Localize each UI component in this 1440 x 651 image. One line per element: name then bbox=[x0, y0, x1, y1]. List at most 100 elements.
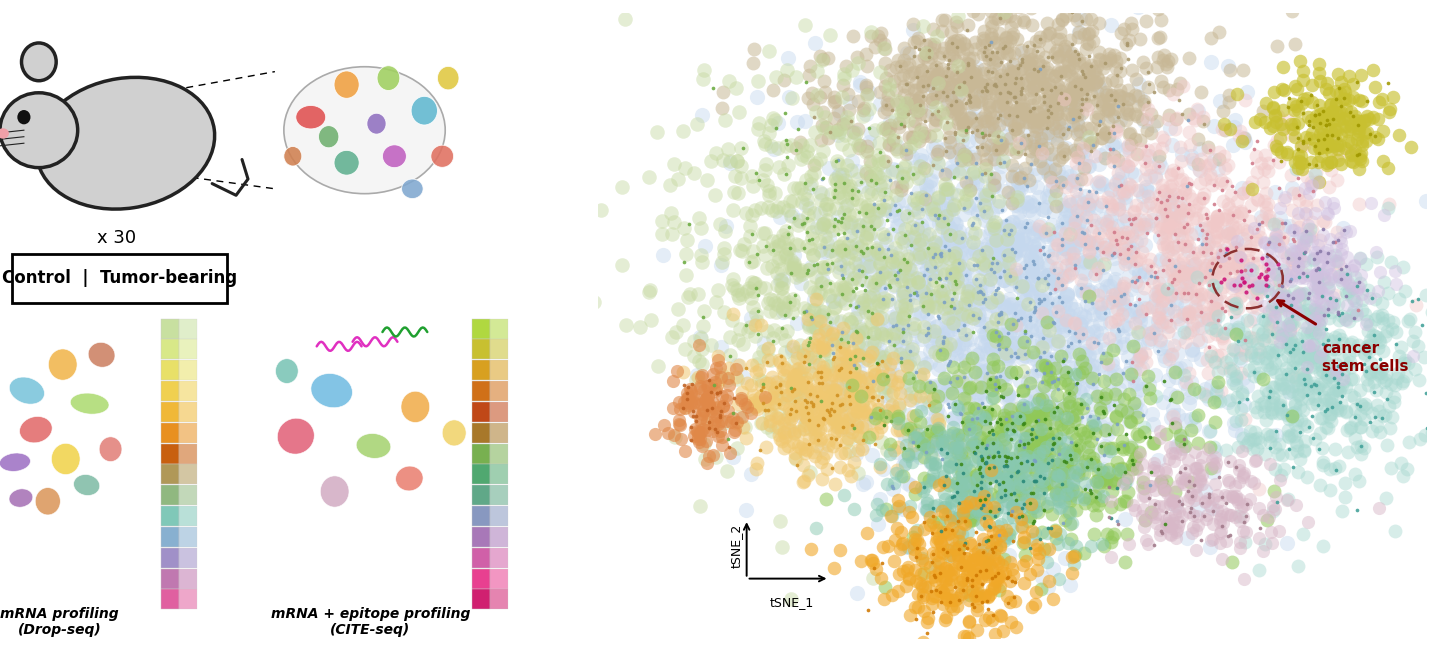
Point bbox=[1020, 288, 1043, 299]
Point bbox=[955, 248, 978, 258]
Point bbox=[1109, 176, 1132, 187]
Point bbox=[1155, 507, 1178, 518]
Point bbox=[860, 410, 883, 421]
Point bbox=[963, 448, 986, 458]
Point bbox=[1005, 422, 1028, 433]
Point bbox=[1269, 368, 1292, 379]
Point bbox=[840, 391, 863, 401]
Point bbox=[1064, 263, 1087, 273]
Point bbox=[884, 468, 907, 478]
Point bbox=[985, 417, 1008, 427]
Point bbox=[1244, 273, 1267, 283]
Ellipse shape bbox=[22, 43, 56, 81]
Point bbox=[806, 413, 829, 424]
Point bbox=[1181, 324, 1204, 334]
Point bbox=[1061, 478, 1084, 488]
Point bbox=[1182, 158, 1205, 168]
Point bbox=[996, 301, 1020, 312]
Point bbox=[901, 98, 924, 109]
Point bbox=[816, 53, 840, 64]
Point bbox=[1096, 104, 1119, 115]
Point bbox=[796, 93, 819, 104]
Point bbox=[948, 41, 971, 51]
Point bbox=[1031, 394, 1054, 404]
Point bbox=[1329, 334, 1352, 344]
Point bbox=[1007, 138, 1030, 148]
Point bbox=[864, 413, 887, 423]
Point bbox=[956, 572, 979, 583]
Point bbox=[1066, 194, 1089, 204]
Point bbox=[1001, 124, 1024, 135]
Point bbox=[1107, 90, 1130, 101]
Point bbox=[952, 77, 975, 87]
Point bbox=[1308, 277, 1331, 287]
Point bbox=[847, 431, 870, 441]
Point bbox=[1045, 354, 1068, 365]
Point bbox=[1061, 428, 1084, 438]
Point bbox=[1092, 179, 1115, 189]
Point bbox=[1218, 530, 1241, 540]
Point bbox=[1187, 323, 1210, 333]
Point bbox=[1175, 475, 1198, 485]
Point bbox=[716, 466, 739, 477]
Point bbox=[1320, 377, 1344, 387]
Point bbox=[1048, 495, 1071, 506]
Point bbox=[1103, 161, 1126, 172]
Point bbox=[979, 417, 1002, 428]
Point bbox=[1116, 94, 1139, 104]
Point bbox=[1093, 473, 1116, 483]
Point bbox=[1240, 279, 1263, 290]
Point bbox=[785, 383, 808, 393]
Point bbox=[1024, 480, 1047, 491]
Point bbox=[749, 398, 772, 408]
Point bbox=[1197, 493, 1220, 503]
Point bbox=[825, 250, 848, 260]
Point bbox=[1253, 164, 1276, 174]
Point bbox=[1367, 133, 1390, 144]
Point bbox=[999, 367, 1022, 378]
Point bbox=[1030, 434, 1053, 445]
Point bbox=[1283, 398, 1306, 408]
Point bbox=[1104, 127, 1128, 137]
Point bbox=[894, 79, 917, 90]
Point bbox=[1005, 495, 1028, 505]
Point bbox=[1020, 402, 1043, 412]
Point bbox=[1037, 458, 1060, 469]
Point bbox=[1328, 115, 1351, 125]
Point bbox=[1284, 340, 1308, 350]
Point bbox=[968, 280, 991, 290]
Point bbox=[932, 238, 955, 249]
Point bbox=[1067, 87, 1090, 97]
Point bbox=[960, 297, 984, 307]
Point bbox=[926, 396, 949, 406]
Point bbox=[1009, 462, 1032, 472]
Point bbox=[1315, 120, 1338, 130]
Point bbox=[1048, 432, 1071, 443]
Point bbox=[1153, 464, 1176, 474]
Point bbox=[871, 266, 894, 276]
Point bbox=[1068, 207, 1092, 217]
Point bbox=[1115, 429, 1138, 439]
Point bbox=[1008, 173, 1031, 183]
Point bbox=[757, 306, 780, 316]
Point bbox=[942, 318, 965, 329]
Point bbox=[933, 523, 956, 534]
Point bbox=[1011, 399, 1034, 409]
Point bbox=[979, 140, 1002, 150]
Point bbox=[999, 510, 1022, 521]
Point bbox=[1022, 82, 1045, 92]
Point bbox=[1051, 200, 1074, 210]
Point bbox=[865, 499, 888, 510]
Point bbox=[1257, 243, 1280, 253]
Point bbox=[989, 426, 1012, 437]
Point bbox=[1211, 521, 1234, 531]
Point bbox=[740, 210, 763, 221]
Point bbox=[860, 277, 883, 287]
Point bbox=[937, 78, 960, 89]
Point bbox=[929, 526, 952, 536]
Point bbox=[1348, 116, 1371, 126]
Point bbox=[1161, 230, 1184, 241]
Point bbox=[1112, 247, 1135, 258]
Point bbox=[984, 549, 1007, 560]
Point bbox=[1083, 422, 1106, 432]
